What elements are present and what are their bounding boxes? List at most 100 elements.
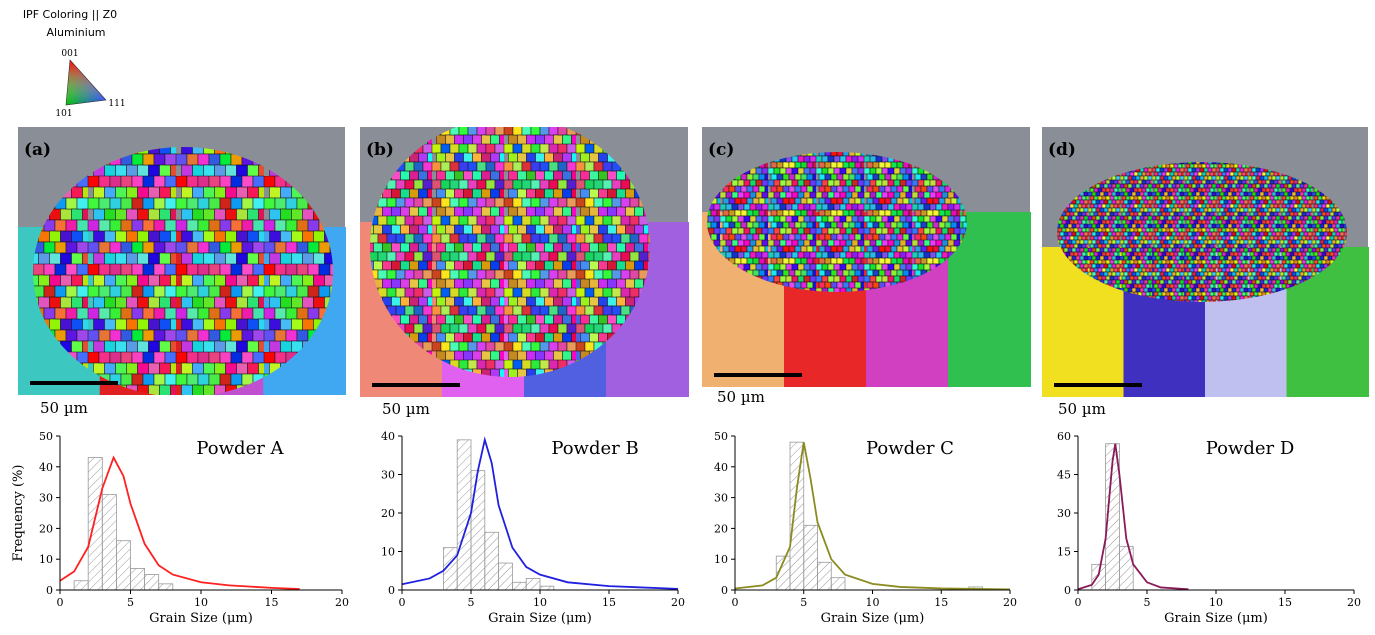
y-tick-label: 30 <box>714 492 728 505</box>
chart-title: Powder C <box>866 438 954 459</box>
y-tick-label: 50 <box>39 430 53 443</box>
x-axis-label: Grain Size (μm) <box>488 611 592 626</box>
fit-curve <box>1077 443 1189 591</box>
histogram-bar <box>130 568 145 591</box>
histogram-chart: 0 10 20 30 40 50 0 5 10 15 20 Powder C Grain Size (μ… <box>714 430 1017 626</box>
y-tick-label: 40 <box>39 461 53 474</box>
x-tick-label: 20 <box>671 596 685 609</box>
ipf-legend: IPF Coloring || Z0 Aluminium 001 101 111 <box>23 8 126 119</box>
panel-label: (d) <box>1048 140 1076 160</box>
x-tick-label: 20 <box>335 596 349 609</box>
x-axis-label: Grain Size (μm) <box>821 611 925 626</box>
x-tick-label: 0 <box>399 596 406 609</box>
histogram-bar <box>1119 545 1134 591</box>
y-tick-label: 0 <box>388 584 395 597</box>
x-tick-label: 15 <box>602 596 616 609</box>
x-tick-label: 5 <box>1144 596 1151 609</box>
histogram-bar <box>512 581 527 591</box>
y-tick-label: 0 <box>721 584 728 597</box>
ipf-corner: 101 <box>55 109 72 119</box>
histogram-chart: 0 10 20 30 40 0 5 10 15 20 Powder B Grain Size (μm) <box>381 430 685 626</box>
scale-bar-label: 50 µm <box>382 400 430 418</box>
scale-bar-label: 50 µm <box>1058 400 1106 418</box>
x-tick-label: 10 <box>194 596 208 609</box>
histogram-chart: 0 10 20 30 40 50 0 5 10 15 20 Powder A Grain Size (μ… <box>11 430 349 626</box>
x-tick-label: 5 <box>800 596 807 609</box>
x-axis-label: Grain Size (μm) <box>149 611 253 626</box>
y-tick-label: 20 <box>39 522 53 535</box>
x-tick-label: 0 <box>57 596 64 609</box>
histogram-bar <box>817 561 832 591</box>
x-tick-label: 0 <box>732 596 739 609</box>
y-tick-label: 10 <box>381 546 395 559</box>
scale-bar-label: 50 µm <box>717 388 765 406</box>
histogram-bar <box>830 577 846 591</box>
y-tick-label: 0 <box>46 584 53 597</box>
scale-bar-label: 50 µm <box>40 399 88 417</box>
histogram-bar <box>498 562 513 591</box>
fit-curve <box>59 455 300 590</box>
panel-label: (c) <box>708 140 734 160</box>
x-tick-label: 15 <box>265 596 279 609</box>
x-tick-label: 0 <box>1075 596 1082 609</box>
y-tick-label: 30 <box>1057 507 1071 520</box>
chart-title: Powder D <box>1206 438 1295 459</box>
grain-blob <box>707 152 967 292</box>
x-tick-label: 5 <box>127 596 134 609</box>
x-tick-label: 5 <box>468 596 475 609</box>
ebsd-map: (c) 50 µm <box>702 127 1031 406</box>
x-tick-label: 20 <box>1003 596 1017 609</box>
y-tick-label: 20 <box>714 522 728 535</box>
histogram-bar <box>525 578 541 591</box>
grain-blob <box>370 127 650 377</box>
legend-phase: Aluminium <box>46 26 105 39</box>
y-tick-label: 15 <box>1057 546 1071 559</box>
chart-title: Powder A <box>196 438 284 459</box>
y-tick-label: 10 <box>39 553 53 566</box>
histogram-bar <box>116 540 131 591</box>
y-tick-label: 20 <box>381 507 395 520</box>
fit-curve <box>734 441 1011 591</box>
histogram-bar <box>484 531 499 591</box>
x-axis-label: Grain Size (μm) <box>1164 611 1268 626</box>
histogram-bar <box>87 457 103 591</box>
panel-label: (b) <box>366 140 394 160</box>
histogram-bar <box>539 585 555 591</box>
histogram-bar <box>803 524 818 591</box>
histogram-bar <box>456 439 472 591</box>
panel-label: (a) <box>24 140 51 160</box>
histogram-bar <box>470 470 486 591</box>
grain-blob <box>1057 162 1347 302</box>
chart-title: Powder B <box>551 438 638 459</box>
grain-blob <box>33 147 333 395</box>
histogram-chart: 0 15 30 45 60 0 5 10 15 20 Powder D Grain Size (μm) <box>1057 430 1361 626</box>
histogram-bar <box>158 583 174 591</box>
histogram-bar <box>101 494 117 591</box>
x-tick-label: 10 <box>866 596 880 609</box>
y-tick-label: 40 <box>714 461 728 474</box>
y-tick-label: 50 <box>714 430 728 443</box>
y-tick-label: 10 <box>714 553 728 566</box>
x-tick-label: 10 <box>1209 596 1223 609</box>
ebsd-map: (b) 50 µm <box>360 127 689 418</box>
histogram-bar <box>73 580 89 591</box>
ebsd-map: (a) 50 µm <box>18 127 346 417</box>
y-tick-label: 45 <box>1057 469 1071 482</box>
legend-title: IPF Coloring || Z0 <box>23 8 117 21</box>
ipf-triangle-overlay <box>65 59 107 106</box>
x-tick-label: 15 <box>1278 596 1292 609</box>
ebsd-map: (d) 50 µm <box>1042 127 1369 418</box>
ipf-corner: 111 <box>108 99 125 109</box>
y-tick-label: 0 <box>1064 584 1071 597</box>
ipf-corner: 001 <box>61 49 78 59</box>
y-axis-label: Frequency (%) <box>11 465 26 562</box>
y-tick-label: 30 <box>381 469 395 482</box>
y-tick-label: 40 <box>381 430 395 443</box>
histogram-bar <box>1091 563 1107 591</box>
x-tick-label: 20 <box>1347 596 1361 609</box>
y-tick-label: 30 <box>39 492 53 505</box>
histogram-bar <box>144 574 160 591</box>
y-tick-label: 60 <box>1057 430 1071 443</box>
fit-curve <box>401 436 679 590</box>
